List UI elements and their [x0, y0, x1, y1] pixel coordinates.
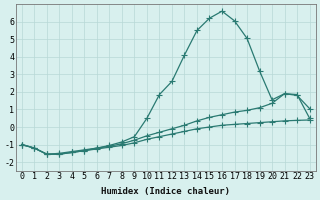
X-axis label: Humidex (Indice chaleur): Humidex (Indice chaleur) — [101, 187, 230, 196]
